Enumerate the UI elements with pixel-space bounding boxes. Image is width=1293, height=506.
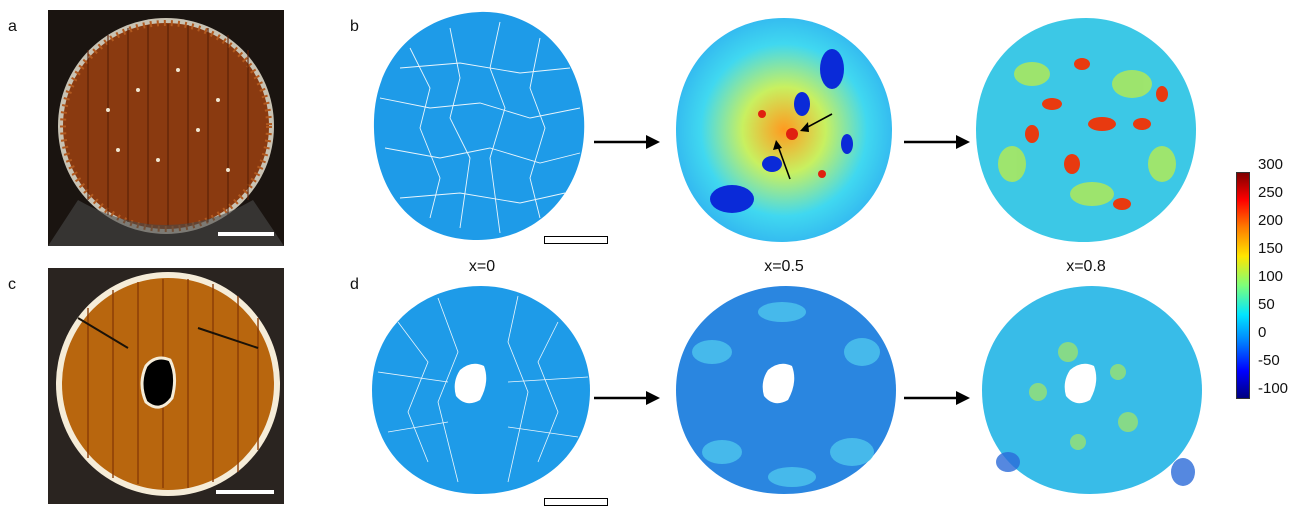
colorbar-tick: 200: [1258, 212, 1284, 229]
colorbar-tick: 100: [1258, 268, 1284, 285]
micrograph-c: [48, 268, 284, 504]
colorbar-tick: 300: [1258, 156, 1284, 173]
colorbar-tick: -50: [1258, 352, 1280, 369]
caption-x05: x=0.5: [764, 258, 804, 275]
arrow-right-icon: [594, 135, 660, 149]
scale-bar: [216, 490, 274, 494]
arrow-right-icon: [904, 135, 970, 149]
scale-bar: [218, 232, 274, 236]
panel-label-b: b: [350, 18, 359, 35]
panel-label-c: c: [8, 276, 16, 293]
colorbar-tick: 50: [1258, 296, 1275, 313]
map-d-final: [978, 282, 1206, 498]
map-d-initial: [368, 282, 608, 506]
caption-x08: x=0.8: [1066, 258, 1106, 275]
panel-label-d: d: [350, 276, 359, 293]
map-b-middle: [672, 14, 896, 246]
caption-x0: x=0: [468, 258, 496, 275]
colorbar: [1236, 172, 1250, 399]
map-d-middle: [672, 282, 900, 498]
map-b-initial: [370, 8, 608, 244]
colorbar-tick: -100: [1258, 380, 1289, 397]
colorbar-tick: 150: [1258, 240, 1284, 257]
arrow-right-icon: [904, 391, 970, 405]
scale-bar: [544, 236, 608, 244]
colorbar-tick: 0: [1258, 324, 1267, 341]
colorbar-tick: 250: [1258, 184, 1284, 201]
micrograph-a: [48, 10, 284, 246]
arrow-right-icon: [594, 391, 660, 405]
panel-label-a: a: [8, 18, 17, 35]
map-b-final: [972, 14, 1200, 246]
